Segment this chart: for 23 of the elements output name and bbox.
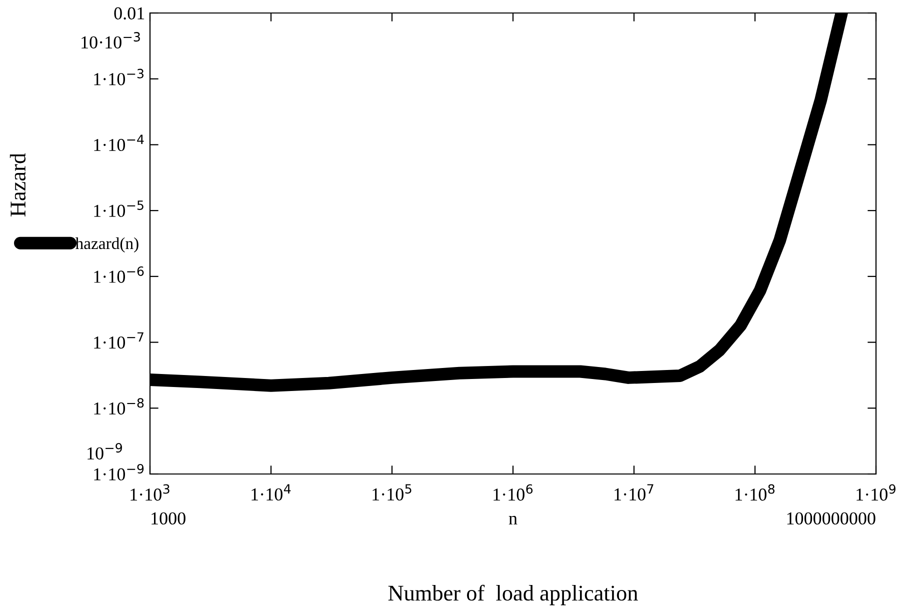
y-tick-label: 1·10$^{−9}$ [94, 464, 144, 480]
text: n [508, 516, 518, 524]
y-tick-label: 1·10$^{−6}$ [94, 266, 144, 283]
y-tick-label: 1·10$^{−3}$ [94, 68, 144, 86]
x-tick-label: 1·10$^{3}$ [130, 484, 170, 501]
x-tick-label: 1·10$^{8}$ [736, 484, 774, 501]
y-axis-title: Hazard [10, 153, 26, 216]
text: 1000 [152, 512, 186, 525]
text: 10$^{−9}$ [88, 443, 122, 460]
y-tick-label: 0.01 [114, 7, 144, 20]
x-tick-label: 1·10$^{5}$ [372, 484, 412, 501]
x-tick-label: 1·10$^{6}$ [494, 484, 533, 501]
x-axis-title: Number of load application [388, 584, 638, 606]
x-tick-label: 1·10$^{4}$ [252, 484, 291, 501]
y-tick-label: 1·10$^{−4}$ [94, 134, 144, 152]
y-tick-label: 1·10$^{−8}$ [94, 398, 144, 415]
x-tick-label: 1·10$^{9}$ [856, 484, 896, 501]
x-tick-label: 1·10$^{7}$ [614, 484, 654, 501]
y-tick-label: 1·10$^{−7}$ [94, 332, 144, 349]
text: 1000000000 [787, 512, 876, 525]
text: 10·10$^{−3}$ [82, 32, 140, 48]
legend-label: hazard(n) [75, 237, 138, 252]
y-tick-label: 1·10$^{−5}$ [94, 200, 144, 217]
